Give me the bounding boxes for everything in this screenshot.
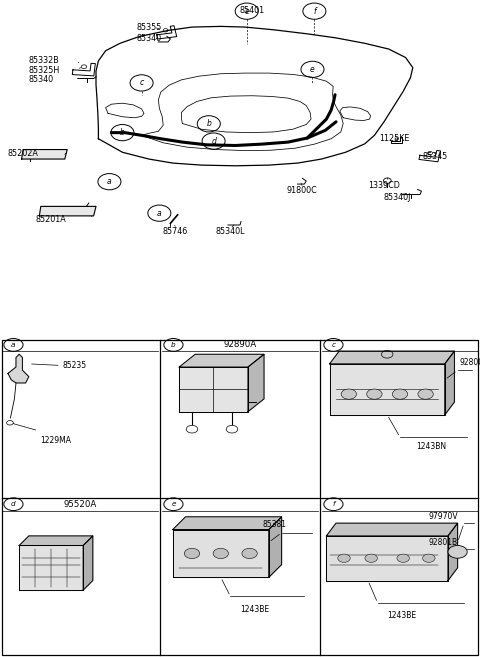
Text: 85340L: 85340L — [215, 227, 244, 236]
Polygon shape — [269, 517, 282, 578]
Circle shape — [397, 554, 409, 562]
Circle shape — [365, 554, 377, 562]
Text: f: f — [332, 501, 335, 507]
Circle shape — [338, 554, 350, 562]
Polygon shape — [448, 523, 457, 581]
Text: e: e — [310, 65, 315, 74]
Polygon shape — [248, 354, 264, 412]
Text: a: a — [107, 177, 112, 186]
Text: 85325H: 85325H — [29, 66, 60, 74]
Text: 85340J: 85340J — [384, 193, 411, 202]
Text: c: c — [331, 342, 336, 348]
Polygon shape — [326, 536, 448, 581]
Circle shape — [392, 389, 408, 399]
Polygon shape — [326, 523, 457, 536]
Text: 85401: 85401 — [240, 7, 265, 15]
Text: 85235: 85235 — [62, 361, 86, 370]
Text: b: b — [120, 128, 125, 137]
Text: 1243BN: 1243BN — [416, 442, 446, 451]
Polygon shape — [179, 367, 248, 412]
Text: 85332B: 85332B — [29, 57, 60, 66]
Text: e: e — [244, 7, 249, 16]
Text: 1339CD: 1339CD — [368, 181, 399, 190]
Polygon shape — [39, 206, 96, 216]
Text: d: d — [11, 501, 16, 507]
Polygon shape — [83, 536, 93, 590]
Text: a: a — [157, 209, 162, 217]
Text: 85355: 85355 — [137, 22, 162, 32]
Text: 1243BE: 1243BE — [387, 611, 416, 620]
Circle shape — [242, 549, 257, 558]
Text: b: b — [171, 342, 176, 348]
Text: 95520A: 95520A — [63, 500, 96, 509]
Text: 85746: 85746 — [162, 227, 188, 236]
Text: 1243BE: 1243BE — [240, 604, 269, 614]
Text: a: a — [11, 342, 16, 348]
Polygon shape — [19, 536, 93, 545]
Text: b: b — [206, 120, 211, 128]
Text: c: c — [140, 78, 144, 87]
Polygon shape — [330, 351, 455, 364]
Circle shape — [341, 389, 357, 399]
Polygon shape — [19, 545, 83, 590]
Text: e: e — [171, 501, 176, 507]
Text: 85345: 85345 — [422, 152, 448, 161]
Text: 85381: 85381 — [263, 520, 287, 530]
Circle shape — [422, 554, 435, 562]
Circle shape — [418, 389, 433, 399]
Text: 97970V: 97970V — [429, 512, 458, 521]
Text: 1229MA: 1229MA — [40, 436, 71, 445]
Circle shape — [367, 389, 382, 399]
Text: 92801B: 92801B — [429, 538, 458, 547]
Polygon shape — [173, 517, 282, 530]
Text: 92890A: 92890A — [223, 340, 257, 350]
Polygon shape — [8, 354, 29, 383]
Circle shape — [213, 549, 228, 558]
Polygon shape — [330, 364, 445, 415]
Text: 92800Z: 92800Z — [459, 358, 480, 367]
Polygon shape — [445, 351, 455, 415]
Text: 85201A: 85201A — [36, 215, 67, 224]
Text: 85340: 85340 — [29, 75, 54, 83]
Text: 85202A: 85202A — [8, 148, 38, 158]
Polygon shape — [22, 150, 67, 159]
Circle shape — [448, 545, 467, 558]
Text: f: f — [313, 7, 316, 16]
Polygon shape — [179, 354, 264, 367]
Text: 1125KE: 1125KE — [379, 134, 409, 143]
Polygon shape — [173, 530, 269, 578]
Text: 85340: 85340 — [137, 34, 162, 43]
Text: 91800C: 91800C — [286, 187, 317, 195]
Text: d: d — [211, 137, 216, 146]
Circle shape — [184, 549, 200, 558]
